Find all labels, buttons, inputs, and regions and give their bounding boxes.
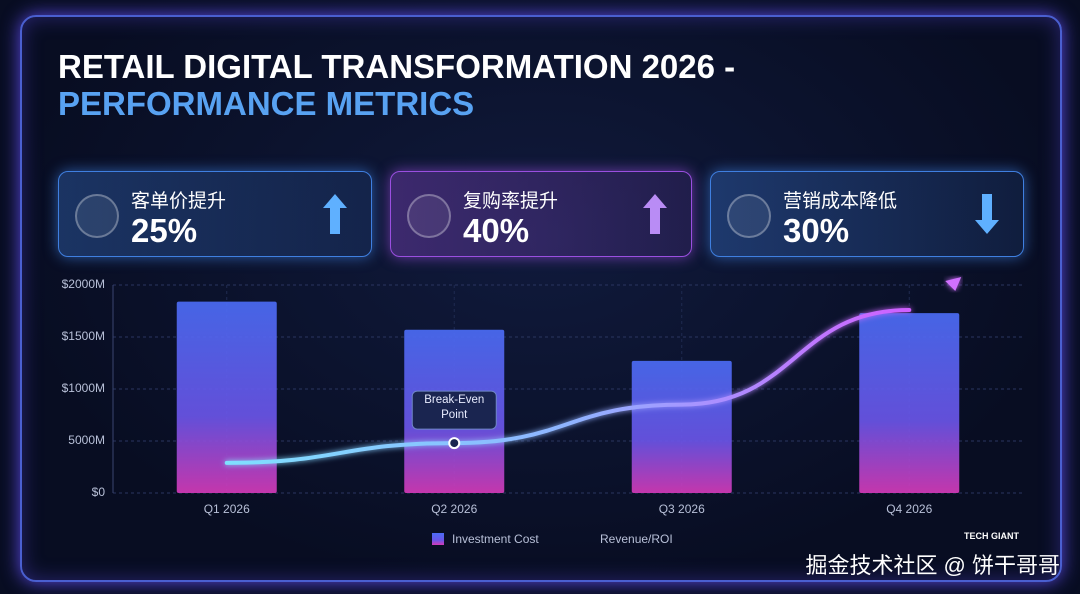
arrow-shape [975,194,999,234]
arrow-shape [323,194,347,234]
line-arrow [945,277,962,291]
line [224,307,912,465]
kpi-icon [727,194,771,238]
annotation-wrap: Break-Even Point [424,394,485,422]
bar [631,360,732,493]
title-highlight: PERFORMANCE METRICS [58,85,475,122]
legend-label: Investment Cost [452,532,539,546]
legend-label: Revenue/ROI [600,532,673,546]
y-tick-label: $2000M [62,277,105,291]
kpi-card: 复购率提升 40% [390,171,692,257]
kpi-arrow [323,194,347,234]
x-tick-label: Q4 2026 [886,502,932,516]
y-tick-label: $1500M [62,329,105,343]
x-tick-label: Q3 2026 [659,502,705,516]
kpi-card: 营销成本降低 30% [710,171,1024,257]
watermark: 掘金技术社区 @ 饼干哥哥 [805,553,1060,578]
x-tick-label: Q1 2026 [204,502,250,516]
arrow-shape [643,194,667,234]
kpi-label: 客单价提升 [131,191,227,212]
brand: TECH GIANT [964,531,1019,541]
annotation-box [411,390,497,430]
x-tick-label: Q2 2026 [431,502,477,516]
title-text: RETAIL DIGITAL TRANSFORMATION 2026 - [58,48,736,85]
legend-swatch [432,533,444,545]
frame [20,15,1062,582]
kpi-icon [407,194,451,238]
title: RETAIL DIGITAL TRANSFORMATION 2026 - PERF… [58,48,1018,122]
kpi-value: 40% [463,212,530,249]
bar [859,313,960,493]
y-tick-label: 5000M [68,433,105,447]
kpi-arrow [643,194,667,234]
kpi-icon [75,194,119,238]
annotation-point [448,437,461,450]
kpi-card: 客单价提升 25% [58,171,372,257]
kpi-label: 营销成本降低 [783,191,898,212]
y-tick-label: $1000M [62,381,105,395]
kpi-value: 30% [783,212,850,249]
kpi-value: 25% [131,212,198,249]
kpi-arrow [975,194,999,234]
bar [176,301,277,493]
annotation: Break-Even Point [424,394,485,422]
kpi-label: 复购率提升 [463,191,559,212]
y-tick-label: $0 [92,485,106,499]
